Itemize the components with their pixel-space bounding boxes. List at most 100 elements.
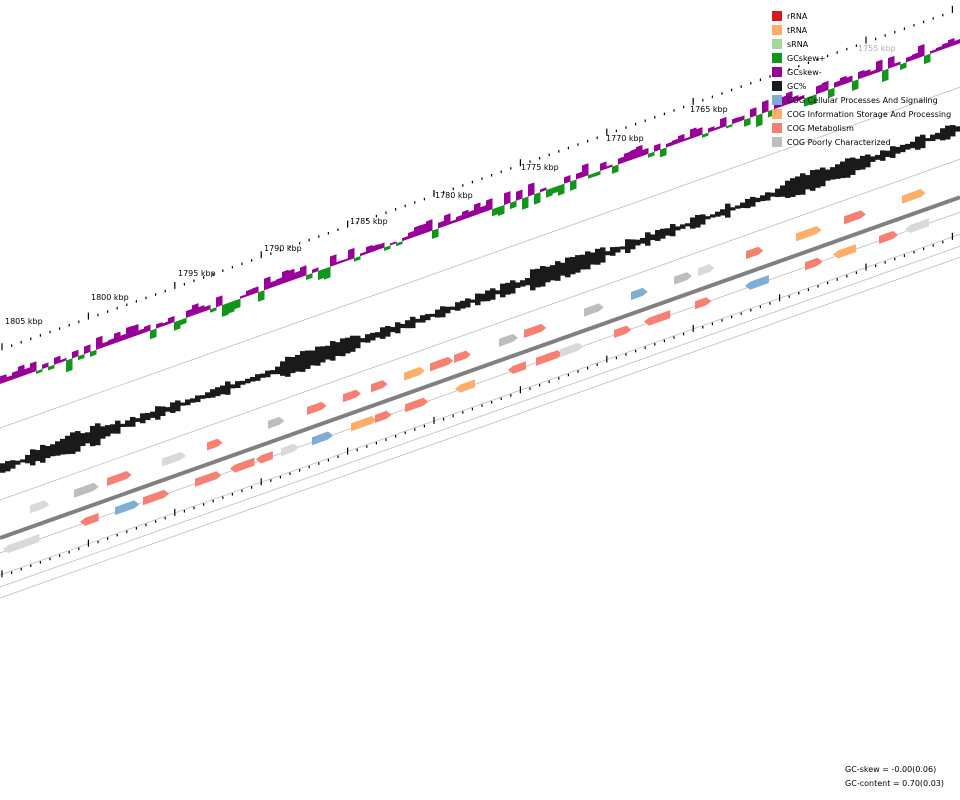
gc-content-bar xyxy=(420,315,426,323)
gc-content-bar xyxy=(310,350,316,366)
gc-content-bar xyxy=(785,180,791,198)
gene-arrow xyxy=(307,401,327,416)
gc-skew-negative xyxy=(846,75,853,84)
gc-skew-negative xyxy=(84,344,91,355)
gc-skew-negative xyxy=(792,95,799,103)
gc-content-bar xyxy=(270,370,276,375)
gene-arrow xyxy=(833,244,857,259)
gc-skew-negative xyxy=(624,151,631,163)
gc-skew-negative xyxy=(480,205,487,214)
gc-skew-negative xyxy=(6,375,13,382)
gc-skew-negative xyxy=(462,209,469,220)
gene-arrow xyxy=(162,451,186,467)
scale-label: 1765 kbp xyxy=(690,105,728,114)
gene-arrow xyxy=(371,380,388,393)
gc-skew-negative xyxy=(114,331,121,344)
gc-skew-negative xyxy=(102,341,109,348)
gc-skew-positive xyxy=(306,273,313,281)
gc-skew-negative xyxy=(24,367,31,376)
gc-skew-negative xyxy=(138,328,145,336)
gc-content-bar xyxy=(480,293,486,302)
gc-skew-positive xyxy=(228,300,235,314)
legend-label: tRNA xyxy=(787,25,808,35)
gc-skew-negative xyxy=(372,244,379,252)
gc-skew-negative xyxy=(108,338,115,346)
gc-content-bar xyxy=(695,214,701,228)
gc-skew-positive xyxy=(354,256,361,262)
gc-skew-negative xyxy=(294,270,301,280)
gene-arrow xyxy=(560,342,584,358)
gc-content-bar xyxy=(760,195,766,202)
gc-content-bar xyxy=(450,306,456,310)
gc-content-bar xyxy=(35,450,41,462)
gc-skew-positive xyxy=(36,368,43,374)
gc-content-bar xyxy=(75,431,81,452)
gc-skew-positive xyxy=(174,319,181,331)
gene-arrow xyxy=(524,323,547,338)
gc-skew-positive xyxy=(744,117,751,127)
gc-skew-positive xyxy=(552,185,559,194)
gc-content-bar xyxy=(850,157,856,175)
gc-skew-negative xyxy=(528,182,535,197)
gc-skew-negative xyxy=(18,364,25,378)
gc-content-bar xyxy=(70,432,76,454)
gc-content-bar xyxy=(45,445,51,459)
gc-content-bar xyxy=(910,141,916,149)
gc-content-bar xyxy=(670,224,676,237)
gc-content-bar xyxy=(240,380,246,385)
gc-skew-negative xyxy=(786,91,793,105)
gc-content-bar xyxy=(335,342,341,356)
legend-label: COG Information Storage And Processing xyxy=(787,109,952,119)
gc-content-bar xyxy=(225,381,231,395)
gc-skew-negative xyxy=(666,141,673,148)
gc-content-bar xyxy=(875,154,881,160)
gc-skew-negative xyxy=(342,258,349,263)
gc-content-bar xyxy=(230,384,236,389)
gc-content-bar xyxy=(160,406,166,416)
gc-content-bar xyxy=(5,461,11,472)
gc-skew-negative xyxy=(834,80,841,88)
gc-content-bar xyxy=(110,424,116,434)
gc-skew-positive xyxy=(804,96,811,107)
gc-content-bar xyxy=(755,197,761,203)
gc-skew-negative xyxy=(708,126,715,133)
gene-arrow xyxy=(746,246,764,260)
gc-content-bar xyxy=(305,350,311,369)
gc-skew-negative xyxy=(618,156,625,165)
gc-skew-positive xyxy=(726,123,733,129)
gc-content-bar xyxy=(715,211,721,217)
gc-content-bar xyxy=(525,278,531,286)
scale-label: 1785 kbp xyxy=(350,217,388,226)
gc-skew-negative xyxy=(732,117,739,125)
gc-skew-negative xyxy=(720,116,727,129)
gene-arrow xyxy=(207,438,223,451)
gc-skew-negative xyxy=(390,241,397,246)
gene-arrow xyxy=(695,297,712,310)
gc-content-bar xyxy=(350,335,356,352)
gc-skew-negative xyxy=(690,127,697,140)
gc-content-bar xyxy=(205,392,211,399)
gc-skew-negative xyxy=(312,267,319,274)
gc-skew-positive xyxy=(396,241,403,247)
gene-arrow xyxy=(584,303,604,317)
gc-content-bar xyxy=(630,239,636,250)
gc-skew-negative xyxy=(600,161,607,172)
gc-content-bar xyxy=(535,268,541,288)
gc-skew-negative xyxy=(252,286,259,295)
gc-content-bar xyxy=(520,280,526,287)
gene-arrow xyxy=(614,325,632,339)
gene-arrow xyxy=(230,457,255,473)
scale-label: 1805 kbp xyxy=(5,317,43,326)
gc-skew-track xyxy=(0,37,960,384)
gc-content-bar xyxy=(255,374,261,381)
gc-content-bar xyxy=(115,420,121,434)
gc-content-bar xyxy=(955,126,960,132)
gc-content-bar xyxy=(575,255,581,273)
gc-content-bar xyxy=(150,411,156,418)
gc-skew-negative xyxy=(696,127,703,137)
gene-arrow xyxy=(745,275,769,290)
gc-content-bar xyxy=(915,136,921,150)
gc-content-bar xyxy=(675,226,681,231)
gene-arrow xyxy=(536,350,563,366)
gc-skew-negative xyxy=(240,294,247,299)
